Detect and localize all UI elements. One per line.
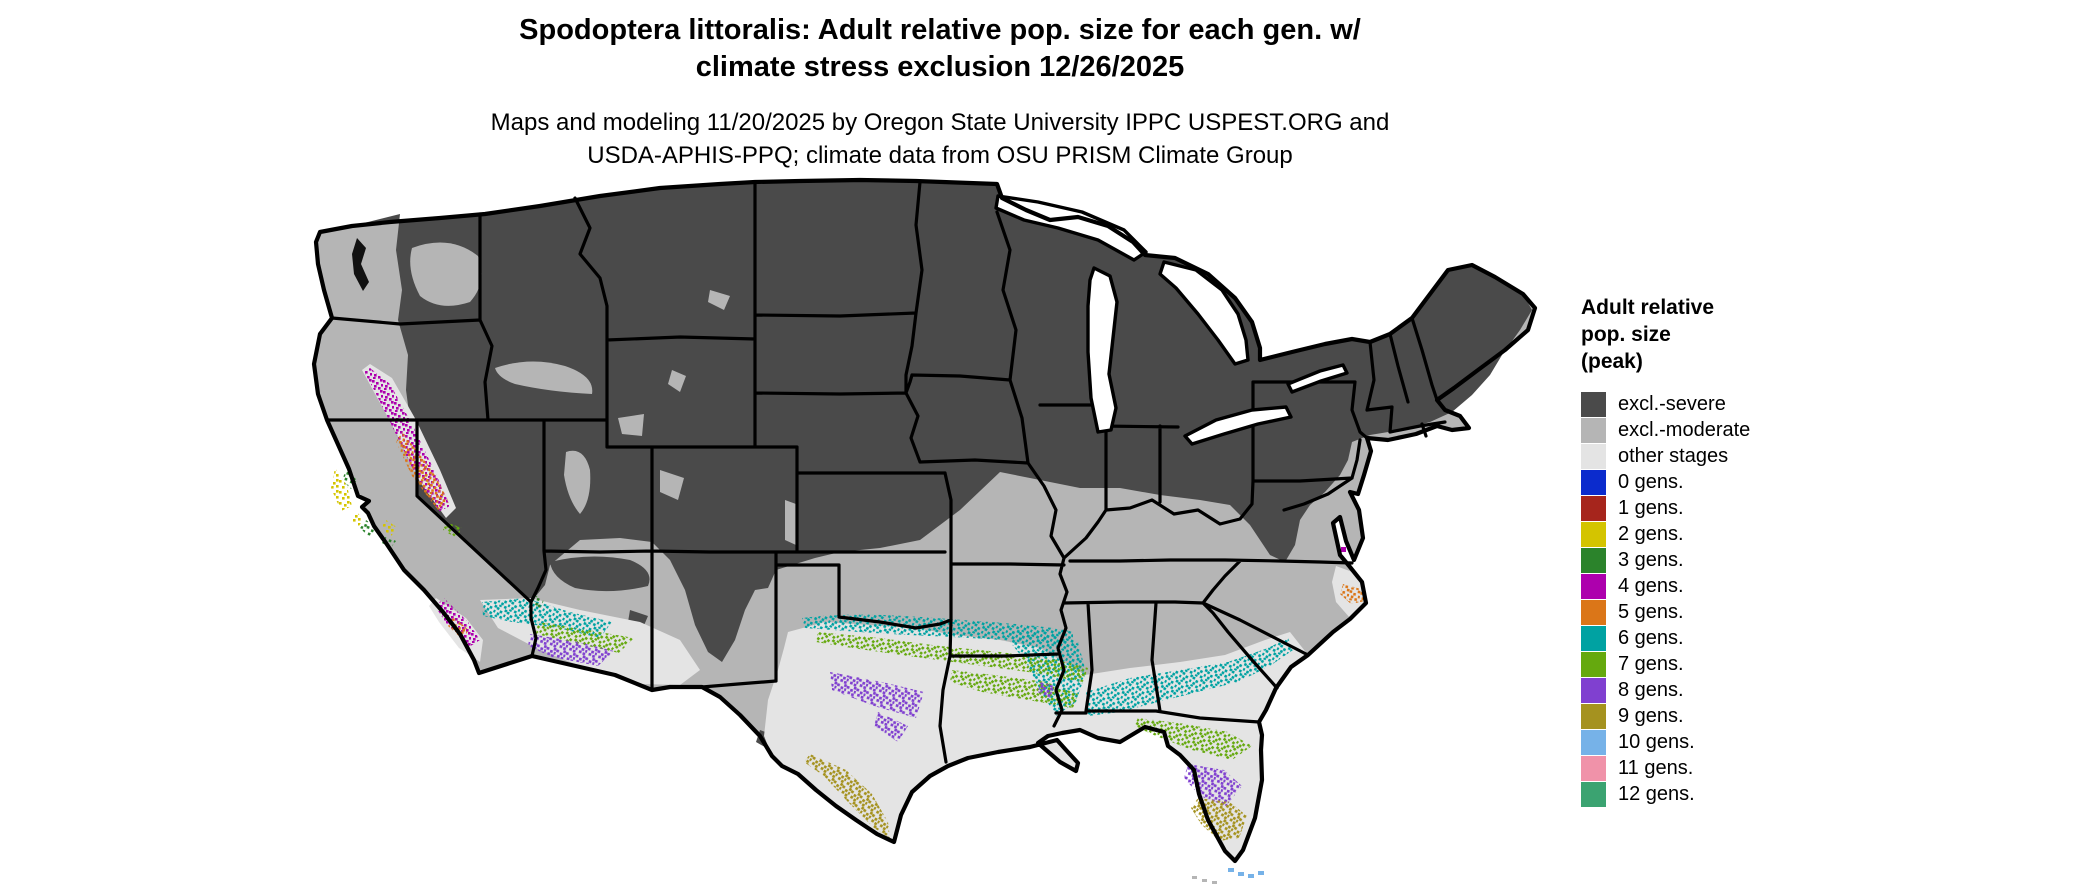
legend-items: excl.-severe excl.-moderate other stages 0 … [1581, 391, 1941, 807]
state-borders [325, 180, 1447, 764]
florida-keys-gray-islets [1192, 876, 1217, 884]
lake-ontario [1286, 363, 1349, 394]
map-legend: Adult relative pop. size (peak) excl.-se… [1581, 294, 1941, 807]
legend-title-line-1: Adult relative [1581, 296, 1715, 319]
legend-title-line-2: pop. size [1581, 323, 1671, 346]
legend-swatch [1581, 625, 1606, 651]
legend-swatch [1581, 417, 1606, 443]
legend-label: 11 gens. [1618, 756, 1694, 779]
legend-label: 5 gens. [1618, 600, 1684, 623]
lake-huron [1158, 260, 1250, 366]
legend-row-excl-moderate: excl.-moderate [1581, 417, 1941, 443]
legend-row-excl-severe: excl.-severe [1581, 391, 1941, 417]
legend-swatch [1581, 651, 1606, 677]
puget-sound [352, 238, 369, 291]
us-map-container [240, 170, 1540, 890]
legend-label: 0 gens. [1618, 470, 1684, 493]
legend-title: Adult relative pop. size (peak) [1581, 294, 1941, 375]
legend-row-0-gens: 0 gens. [1581, 469, 1941, 495]
region-8-gens-speckle [528, 634, 1242, 806]
legend-label: 7 gens. [1618, 652, 1684, 675]
legend-swatch [1581, 495, 1606, 521]
legend-row-12-gens: 12 gens. [1581, 781, 1941, 807]
us-map [311, 177, 1538, 884]
map-subtitle-line-2: USDA-APHIS-PPQ; climate data from OSU PR… [587, 142, 1293, 169]
map-subtitle: Maps and modeling 11/20/2025 by Oregon S… [240, 106, 1640, 172]
legend-row-4-gens: 4 gens. [1581, 573, 1941, 599]
legend-row-9-gens: 9 gens. [1581, 703, 1941, 729]
legend-label: 9 gens. [1618, 704, 1684, 727]
legend-swatch [1581, 755, 1606, 781]
legend-label: 8 gens. [1618, 678, 1684, 701]
lake-erie [1183, 405, 1293, 446]
legend-swatch [1581, 677, 1606, 703]
legend-swatch [1581, 573, 1606, 599]
legend-swatch [1581, 599, 1606, 625]
region-excl-severe [352, 180, 1532, 662]
legend-row-8-gens: 8 gens. [1581, 677, 1941, 703]
legend-swatch [1581, 781, 1606, 807]
region-10-gens-florida-keys [1228, 868, 1264, 878]
legend-label: 6 gens. [1618, 626, 1684, 649]
legend-swatch [1581, 391, 1606, 417]
legend-row-10-gens: 10 gens. [1581, 729, 1941, 755]
map-title-line-1: Spodoptera littoralis: Adult relative po… [519, 14, 1361, 46]
map-title-line-2: climate stress exclusion 12/26/2025 [695, 51, 1185, 83]
legend-row-7-gens: 7 gens. [1581, 651, 1941, 677]
legend-label: excl.-severe [1618, 392, 1726, 415]
legend-row-6-gens: 6 gens. [1581, 625, 1941, 651]
legend-swatch [1581, 443, 1606, 469]
legend-title-line-3: (peak) [1581, 350, 1643, 373]
legend-row-3-gens: 3 gens. [1581, 547, 1941, 573]
legend-label: 1 gens. [1618, 496, 1684, 519]
nation-outline [311, 177, 1538, 864]
legend-swatch [1581, 469, 1606, 495]
page-header: Spodoptera littoralis: Adult relative po… [240, 12, 1640, 172]
legend-swatch [1581, 521, 1606, 547]
region-3-gens-speckle [342, 470, 544, 608]
legend-label: 12 gens. [1618, 782, 1695, 805]
legend-swatch [1581, 703, 1606, 729]
legend-row-2-gens: 2 gens. [1581, 521, 1941, 547]
legend-label: excl.-moderate [1618, 418, 1751, 441]
legend-row-1-gens: 1 gens. [1581, 495, 1941, 521]
region-4-gens-delmarva-dot [1341, 547, 1346, 552]
legend-label: 10 gens. [1618, 730, 1695, 753]
legend-swatch [1581, 547, 1606, 573]
legend-swatch [1581, 729, 1606, 755]
map-subtitle-line-1: Maps and modeling 11/20/2025 by Oregon S… [490, 109, 1390, 136]
lake-michigan [1086, 266, 1119, 434]
legend-row-5-gens: 5 gens. [1581, 599, 1941, 625]
legend-label: 2 gens. [1618, 522, 1684, 545]
legend-label: 3 gens. [1618, 548, 1684, 571]
legend-row-other-stages: other stages [1581, 443, 1941, 469]
legend-row-11-gens: 11 gens. [1581, 755, 1941, 781]
legend-label: other stages [1618, 444, 1729, 467]
legend-label: 4 gens. [1618, 574, 1684, 597]
region-2-gens-speckle [331, 468, 398, 536]
moderate-patches-in-north [410, 242, 796, 545]
